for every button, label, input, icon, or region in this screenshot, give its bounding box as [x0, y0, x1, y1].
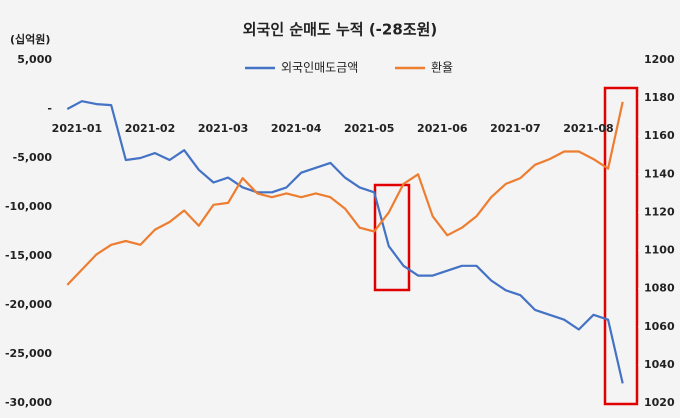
- x-tick-label: 2021-01: [52, 122, 103, 135]
- chart-title: 외국인 순매도 누적 (-28조원): [243, 21, 437, 39]
- legend-label: 환율: [431, 61, 453, 75]
- y2-tick-label: 1200: [644, 53, 675, 66]
- x-tick-label: 2021-03: [198, 122, 249, 135]
- x-tick-label: 2021-04: [271, 122, 322, 135]
- y2-tick-label: 1160: [644, 129, 675, 142]
- y2-tick-label: 1060: [644, 320, 675, 333]
- y-tick-label: -25,000: [5, 347, 52, 360]
- y-axis-unit: (십억원): [10, 32, 50, 46]
- highlight-box: [603, 86, 639, 406]
- y2-tick-label: 1120: [644, 205, 675, 218]
- x-tick-label: 2021-07: [490, 122, 541, 135]
- series-line: [66, 100, 624, 384]
- y2-tick-label: 1100: [644, 244, 675, 257]
- x-tick-label: 2021-08: [563, 122, 614, 135]
- y2-tick-label: 1040: [644, 358, 675, 371]
- y-tick-label: -15,000: [5, 249, 52, 262]
- series-line: [66, 101, 624, 286]
- y2-tick-label: 1020: [644, 396, 675, 409]
- x-tick-label: 2021-06: [417, 122, 468, 135]
- y-tick-label: 5,000: [17, 53, 52, 66]
- y-tick-label: -5,000: [13, 151, 53, 164]
- x-tick-label: 2021-02: [125, 122, 176, 135]
- highlight-box: [373, 183, 411, 292]
- y2-tick-label: 1140: [644, 167, 675, 180]
- y2-tick-label: 1180: [644, 91, 675, 104]
- x-tick-label: 2021-05: [344, 122, 395, 135]
- y-tick-label: -30,000: [5, 396, 52, 409]
- legend-label: 외국인매도금액: [281, 61, 358, 75]
- legend: 외국인매도금액 환율: [245, 61, 453, 75]
- y-tick-label: -10,000: [5, 200, 52, 213]
- y2-tick-label: 1080: [644, 282, 675, 295]
- y-tick-label: -: [47, 102, 52, 115]
- y-tick-label: -20,000: [5, 298, 52, 311]
